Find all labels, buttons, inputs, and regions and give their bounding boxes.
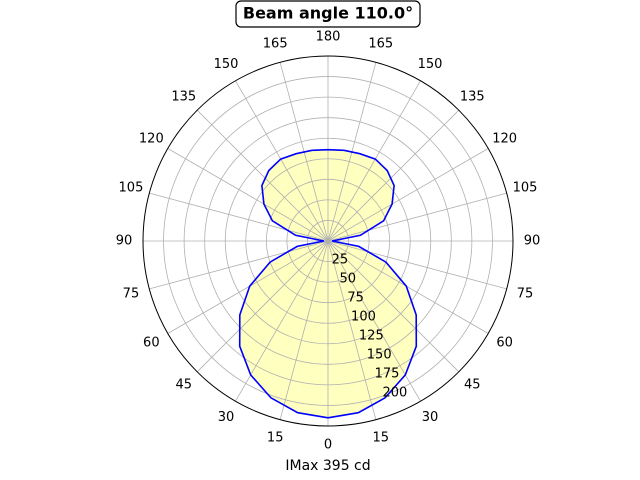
r-tick-label: 200 (383, 385, 408, 400)
r-tick-label: 25 (332, 252, 349, 267)
grid-spoke (327, 192, 507, 242)
r-tick-label: 50 (339, 271, 356, 286)
grid-spoke (235, 80, 329, 242)
x-axis-label: IMax 395 cd (285, 458, 370, 474)
theta-tick-label: 15 (267, 431, 284, 446)
title-box (235, 0, 421, 28)
theta-tick-label: 150 (214, 57, 239, 72)
chart-title: Beam angle 110.0° (243, 4, 413, 23)
theta-tick-label: 30 (422, 410, 439, 425)
theta-tick-label: 60 (496, 336, 513, 351)
series-line (238, 148, 418, 419)
theta-tick-label: 105 (513, 181, 538, 196)
grid-spoke (327, 109, 460, 242)
grid-spoke (149, 192, 329, 242)
grid-spoke (167, 148, 329, 242)
theta-tick-label: 120 (139, 132, 164, 147)
theta-tick-label: 30 (218, 410, 235, 425)
grid-spoke (327, 80, 421, 242)
theta-tick-label: 45 (175, 378, 192, 393)
r-tick-label: 150 (367, 347, 392, 362)
theta-tick-label: 90 (116, 234, 133, 249)
grid-spoke (196, 240, 329, 373)
grid-spoke (327, 240, 489, 334)
theta-tick-label: 75 (123, 286, 140, 301)
r-tick-label: 100 (351, 309, 376, 324)
theta-tick-label: 120 (492, 132, 517, 147)
grid-spoke (196, 109, 329, 242)
r-tick-label: 125 (359, 328, 384, 343)
grid-spoke (327, 240, 460, 373)
r-tick-label: 175 (375, 366, 400, 381)
theta-tick-label: 45 (464, 378, 481, 393)
theta-tick-label: 60 (143, 336, 160, 351)
outer-spine (142, 55, 514, 427)
theta-tick-label: 135 (460, 89, 485, 104)
theta-tick-label: 180 (316, 30, 341, 45)
theta-tick-label: 150 (418, 57, 443, 72)
grid-spoke (167, 240, 329, 334)
theta-tick-label: 15 (373, 431, 390, 446)
grid-spoke (279, 240, 329, 420)
grid-spoke (327, 148, 489, 242)
grid-spoke (149, 240, 329, 290)
theta-tick-label: 165 (263, 36, 288, 51)
theta-tick-label: 0 (324, 438, 332, 453)
grid-spoke (327, 240, 507, 290)
theta-tick-label: 105 (119, 181, 144, 196)
theta-tick-label: 135 (171, 89, 196, 104)
theta-tick-label: 165 (368, 36, 393, 51)
theta-tick-label: 90 (524, 234, 541, 249)
grid-spoke (327, 240, 377, 420)
theta-tick-label: 75 (517, 286, 534, 301)
r-tick-label: 75 (347, 290, 364, 305)
